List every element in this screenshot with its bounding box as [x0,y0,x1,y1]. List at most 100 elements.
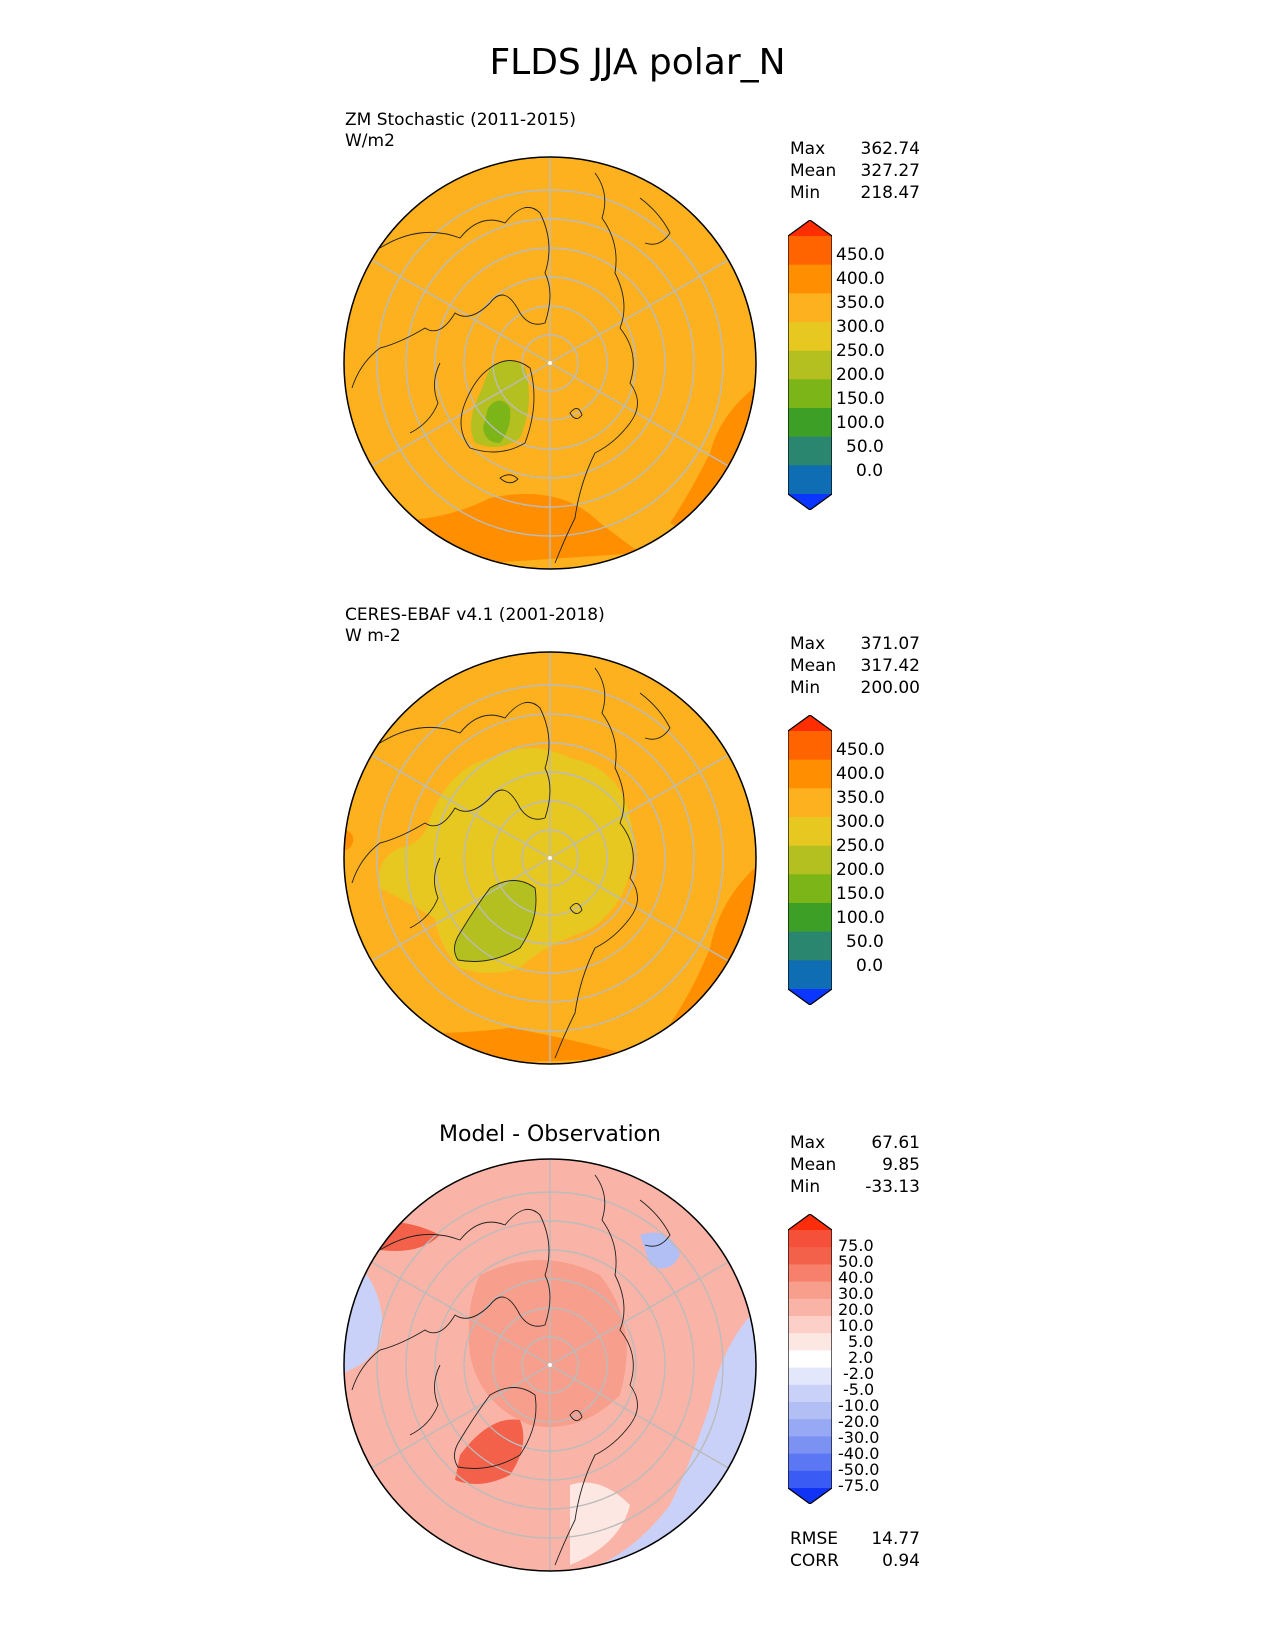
panel-title-line: ZM Stochastic (2011-2015) [345,110,577,130]
colorbar-tick-label: 0.0 [856,461,884,481]
colorbar-tick-label: 75.0 [838,1236,874,1255]
warm-region-west [344,828,354,853]
colorbar-segment [788,1367,832,1386]
colorbar-tick-label: -20.0 [838,1412,880,1431]
colorbar-segment [788,1230,832,1248]
colorbar-tick-label: 350.0 [836,788,885,808]
colorbar-tick-label: 40.0 [838,1268,874,1287]
north-pole-marker [548,361,552,365]
colorbar-tick-label: 400.0 [836,269,885,289]
colorbar-segment [788,731,832,761]
colorbar-extend-max [788,220,832,236]
colorbar [788,220,832,510]
panel-title: CERES-EBAF v4.1 (2001-2018) W m-2 [345,605,605,647]
map-boundary [343,1158,757,1572]
panel-units: W m-2 [345,626,401,646]
stat-min: Min 218.47 [790,183,920,203]
colorbar-segment [788,1333,832,1351]
colorbar-extend-max [788,715,832,731]
stat-max: Max 371.07 [790,634,920,654]
colorbar-tick-label: 5.0 [848,1332,874,1351]
colorbar-tick-label: 150.0 [836,389,885,409]
stat-max: Max 67.61 [790,1133,920,1153]
colorbar-extend-min [788,494,832,510]
colorbar-segment [788,293,832,323]
colorbar-tick-label: 200.0 [836,860,885,880]
colorbar-segment [788,264,832,294]
panel-observation: CERES-EBAF v4.1 (2001-2018) W m-2 [0,495,1275,1065]
colorbar-segment [788,1402,832,1420]
colorbar-segment [788,903,832,933]
colorbar-tick-label: 0.0 [856,956,884,976]
colorbar-extend-min [788,1488,832,1504]
colorbar-segment [788,759,832,789]
colorbar-tick-label: 100.0 [836,413,885,433]
stat-max: Max 362.74 [790,139,920,159]
colorbar-tick-label: 400.0 [836,764,885,784]
colorbar-tick-label: 20.0 [838,1300,874,1319]
panel-title: Model - Observation [439,1122,661,1147]
colorbar-segment [788,817,832,847]
stat-mean: Mean 327.27 [790,161,920,181]
coastlines [351,1174,671,1566]
stat-rmse: RMSE 14.77 [790,1529,920,1549]
colorbar-segment [788,874,832,904]
colorbar-segment [788,1247,832,1265]
colorbar-tick-label: 300.0 [836,812,885,832]
colorbar-segment [788,350,832,380]
colorbar-tick-label: 450.0 [836,740,885,760]
colorbar-segment [788,465,832,495]
map-boundary [343,156,757,570]
colorbar-segment [788,1281,832,1300]
colorbar-segment [788,1384,832,1403]
colorbar-tick-label: 50.0 [846,932,884,952]
polar-map-observation [343,651,757,1065]
metrics-block: RMSE 14.77 CORR 0.94 [790,1528,920,1572]
colorbar-tick-label: 2.0 [848,1348,874,1367]
colorbar-tick-label: 10.0 [838,1316,874,1335]
colorbar-tick-label: -10.0 [838,1396,880,1415]
stats-block: Max 371.07 Mean 317.42 Min 200.00 [790,633,920,699]
polar-map-model [343,156,757,570]
stat-min: Min 200.00 [790,678,920,698]
warm-arctic [468,1260,627,1427]
colorbar-segment [788,1350,832,1369]
coastlines [351,172,671,564]
colorbar-segment [788,931,832,961]
figure-title: FLDS JJA polar_N [489,42,786,83]
panel-units: W/m2 [345,131,395,151]
colorbar-tick-label: -40.0 [838,1444,880,1463]
neutral-region [570,1482,630,1565]
colorbar-tick-label: 250.0 [836,836,885,856]
coastlines [351,667,671,1059]
colorbar-tick-label: -50.0 [838,1460,880,1479]
colorbar [788,1214,832,1504]
north-pole-marker [548,856,552,860]
colorbar-tick-label: -30.0 [838,1428,880,1447]
warm-greenland [455,1419,524,1484]
colorbar-tick-label: 100.0 [836,908,885,928]
colorbar [788,715,832,1005]
colorbar-segment [788,1316,832,1334]
colorbar-tick-label: 350.0 [836,293,885,313]
stat-mean: Mean 9.85 [790,1155,920,1175]
stats-block: Max 67.61 Mean 9.85 Min -33.13 [790,1132,920,1198]
colorbar-tick-label: 450.0 [836,245,885,265]
colorbar-tick-label: 30.0 [838,1284,874,1303]
colorbar-tick-label: 250.0 [836,341,885,361]
colorbar-segment [788,1453,832,1472]
colorbar-tick-label: 150.0 [836,884,885,904]
colorbar-segment [788,845,832,875]
colorbar-segment [788,236,832,266]
greenland-core [483,400,511,443]
cool-region-north [640,1232,680,1269]
stat-min: Min -33.13 [790,1177,920,1197]
colorbar-tick-label: -75.0 [838,1476,880,1495]
colorbar-segment [788,436,832,466]
stat-corr: CORR 0.94 [790,1551,920,1571]
stat-mean: Mean 317.42 [790,656,920,676]
colorbar-extend-min [788,989,832,1005]
colorbar-tick-label: -2.0 [843,1364,875,1383]
colorbar-segment [788,1298,832,1317]
colorbar-extend-max [788,1214,832,1230]
